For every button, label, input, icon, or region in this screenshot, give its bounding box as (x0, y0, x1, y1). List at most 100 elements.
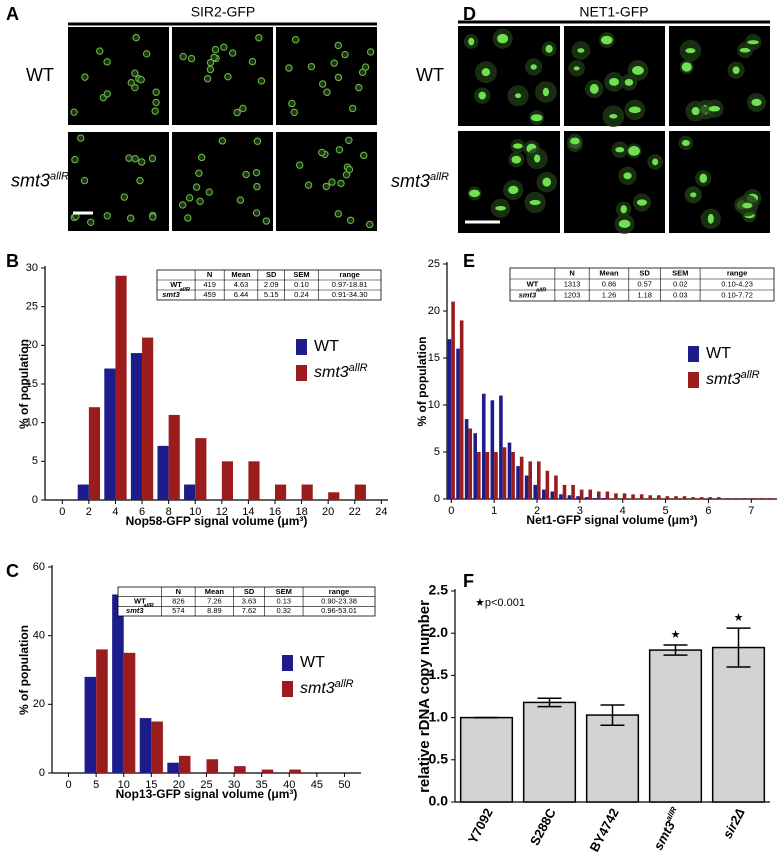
bar (751, 498, 755, 499)
nucleolus (751, 98, 762, 107)
y-tick-label: 0 (39, 767, 45, 779)
cell (236, 196, 245, 204)
table-cell: 0.86 (602, 279, 617, 288)
y-tick-label: 5 (32, 455, 38, 467)
panel-letter: D (463, 4, 476, 24)
bar (274, 484, 287, 500)
bar (597, 491, 601, 499)
legend-swatch (282, 655, 293, 671)
x-tick-label: 2 (86, 506, 92, 518)
cell (152, 98, 160, 107)
cell (220, 43, 228, 51)
cell (334, 210, 342, 218)
table-cell: 0.13 (276, 596, 291, 605)
nucleolus (570, 137, 580, 145)
table-header: N (207, 270, 212, 279)
stats-table (156, 269, 382, 301)
table-cell: 0.03 (673, 290, 688, 299)
nucleolus (530, 64, 537, 70)
bar (115, 275, 127, 500)
bar (168, 414, 180, 500)
cell (205, 188, 213, 196)
bar (481, 393, 486, 499)
legend-label-sup: allR (741, 369, 760, 381)
table-row-label: WT (170, 280, 182, 289)
y-tick-label: 60 (33, 561, 45, 573)
x-tick-label: 0 (65, 779, 71, 791)
table-cell: 0.32 (276, 606, 291, 615)
cell (103, 212, 111, 220)
table-cell: 2.09 (264, 280, 279, 289)
bar (657, 495, 661, 499)
y-tick-label: 1.5 (429, 666, 449, 682)
row-label: smt3allR (11, 170, 69, 190)
bar (261, 769, 274, 773)
x-axis-label: Nop13-GFP signal volume (μm³) (116, 787, 298, 801)
x-tick-label: 20 (173, 779, 185, 791)
x-tick-label: 18 (295, 506, 307, 518)
table-row-label-sup: allR (536, 288, 546, 294)
y-axis-label: % of population (17, 339, 31, 429)
x-tick-label-base: BY4742 (587, 806, 622, 855)
bar (571, 484, 575, 499)
x-tick-label: sir2Δ (720, 806, 748, 841)
cell (151, 107, 159, 115)
table-cell: 0.02 (673, 279, 688, 288)
row-label: smt3allR (391, 171, 449, 191)
bar (511, 452, 515, 499)
nucleolus (511, 155, 522, 164)
cell (131, 155, 139, 163)
table-cell: 1.18 (637, 290, 652, 299)
cell (96, 47, 104, 55)
table-header: Mean (599, 268, 619, 277)
bar (559, 494, 563, 499)
bar (289, 769, 301, 773)
legend-swatch (296, 365, 307, 381)
nucleolus (691, 107, 700, 116)
cell (148, 154, 157, 163)
sig-symbol: ★ (475, 597, 485, 609)
bar (112, 594, 124, 773)
row-label-base: WT (26, 65, 54, 85)
bar (88, 407, 101, 500)
table-cell: 6.44 (234, 290, 249, 299)
bar (545, 470, 550, 499)
x-tick-label: 45 (311, 779, 323, 791)
micrograph (276, 132, 377, 231)
bar (473, 433, 477, 499)
x-tick-label: 30 (228, 779, 240, 791)
nucleolus (508, 185, 519, 195)
x-tick-label: 10 (118, 779, 130, 791)
nucleolus (573, 66, 580, 71)
table-cell: 0.10 (294, 280, 309, 289)
y-tick-label: 2.0 (429, 624, 449, 640)
sig-star: ★ (671, 629, 681, 641)
cell (349, 104, 357, 113)
table-cell: 0.24 (294, 290, 309, 299)
x-tick-label: 6 (139, 506, 145, 518)
bar (528, 461, 533, 499)
nucleolus (514, 93, 522, 99)
table-header: SD (266, 270, 277, 279)
cell (334, 41, 342, 50)
legend-swatch (688, 346, 699, 362)
nucleolus (609, 113, 618, 119)
bar (605, 491, 610, 499)
cell (290, 108, 298, 116)
bar (717, 497, 721, 499)
table-cell: 0.96-53.01 (321, 606, 357, 615)
bar (593, 498, 597, 499)
table-row-label: smt3allR (126, 604, 154, 616)
nucleolus (707, 213, 714, 224)
nucleolus (620, 205, 627, 214)
nucleolus (628, 106, 641, 114)
cell (253, 182, 261, 191)
table-cell: 459 (203, 290, 216, 299)
nucleolus (512, 143, 523, 149)
cell (307, 62, 316, 71)
cell (295, 161, 304, 169)
nucleolus (542, 87, 549, 97)
nucleolus (732, 66, 740, 74)
table-header: SD (244, 587, 255, 596)
legend-label-sup: allR (349, 362, 368, 374)
